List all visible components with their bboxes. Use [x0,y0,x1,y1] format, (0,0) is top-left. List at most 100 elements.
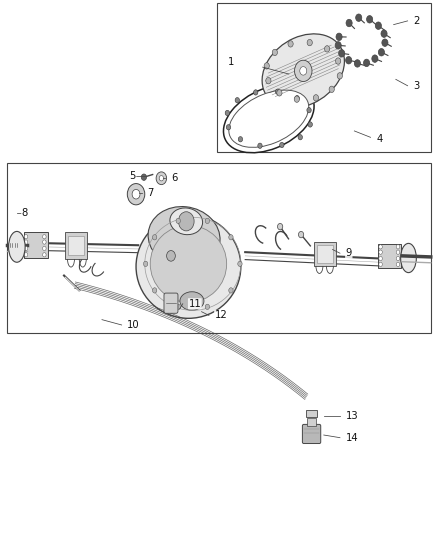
Text: 8: 8 [21,208,28,219]
Circle shape [379,262,382,266]
Text: 1: 1 [228,57,234,67]
Circle shape [381,30,387,37]
Text: 5: 5 [130,171,136,181]
Circle shape [264,63,269,69]
Ellipse shape [148,207,220,268]
Circle shape [339,50,345,57]
Circle shape [364,59,370,67]
Circle shape [294,60,312,82]
Bar [65,232,87,259]
Ellipse shape [229,90,309,147]
Circle shape [226,125,231,130]
Circle shape [205,218,209,223]
Circle shape [378,49,385,56]
Circle shape [176,218,180,223]
Circle shape [42,246,46,251]
Ellipse shape [262,34,344,108]
Circle shape [24,246,28,251]
Text: 9: 9 [346,248,352,258]
Bar [317,245,332,263]
Bar [7,163,431,333]
Ellipse shape [150,225,226,302]
FancyBboxPatch shape [302,424,321,443]
Bar [68,236,84,255]
Circle shape [24,240,28,244]
Circle shape [229,235,233,240]
Circle shape [298,231,304,238]
Circle shape [176,304,180,310]
Circle shape [144,261,148,266]
Circle shape [42,240,46,244]
Circle shape [335,42,341,49]
Text: 10: 10 [127,320,140,330]
Circle shape [254,90,258,95]
Circle shape [396,250,400,254]
Bar [378,244,401,268]
Circle shape [298,134,302,140]
Text: 11: 11 [188,298,201,309]
Circle shape [127,183,145,205]
Circle shape [295,95,299,101]
Circle shape [166,251,175,261]
Text: 14: 14 [346,433,358,443]
Circle shape [379,256,382,261]
FancyBboxPatch shape [164,293,178,313]
Circle shape [277,90,282,96]
Bar [24,232,48,258]
Text: 6: 6 [171,173,177,183]
Circle shape [337,72,343,79]
Circle shape [24,235,28,239]
Circle shape [280,142,284,148]
Circle shape [396,256,400,261]
Circle shape [159,175,163,181]
Circle shape [152,235,157,240]
Text: 7: 7 [148,188,154,198]
Circle shape [396,245,400,249]
Circle shape [367,15,373,23]
Circle shape [308,122,312,127]
Circle shape [178,212,194,231]
Circle shape [356,14,362,21]
Circle shape [294,96,300,102]
Circle shape [42,235,46,239]
Circle shape [276,89,280,94]
Bar [306,409,317,417]
Ellipse shape [180,292,204,310]
Ellipse shape [223,85,314,153]
Circle shape [396,262,400,266]
Circle shape [372,55,378,62]
Circle shape [346,19,352,27]
Text: 3: 3 [413,81,420,91]
Ellipse shape [401,244,417,272]
Ellipse shape [136,215,241,318]
Circle shape [141,174,147,180]
Text: 2: 2 [413,16,420,26]
Circle shape [307,39,312,46]
Circle shape [379,250,382,254]
Ellipse shape [170,208,203,235]
Text: 12: 12 [215,310,227,320]
Circle shape [24,253,28,257]
Circle shape [307,108,311,113]
Circle shape [152,288,157,293]
Circle shape [272,49,277,55]
Circle shape [132,189,140,199]
Circle shape [258,143,262,148]
Circle shape [336,33,342,41]
Circle shape [238,136,243,142]
Circle shape [42,253,46,257]
Circle shape [325,46,330,52]
Circle shape [266,77,271,84]
Circle shape [329,86,334,93]
Circle shape [336,58,341,64]
Bar [217,3,431,152]
Circle shape [375,22,381,29]
Circle shape [238,261,242,266]
Circle shape [379,245,382,249]
Bar [307,418,316,426]
Bar [314,241,336,266]
Circle shape [346,56,352,64]
Circle shape [354,60,360,67]
Ellipse shape [9,231,25,262]
Text: 13: 13 [346,411,358,422]
